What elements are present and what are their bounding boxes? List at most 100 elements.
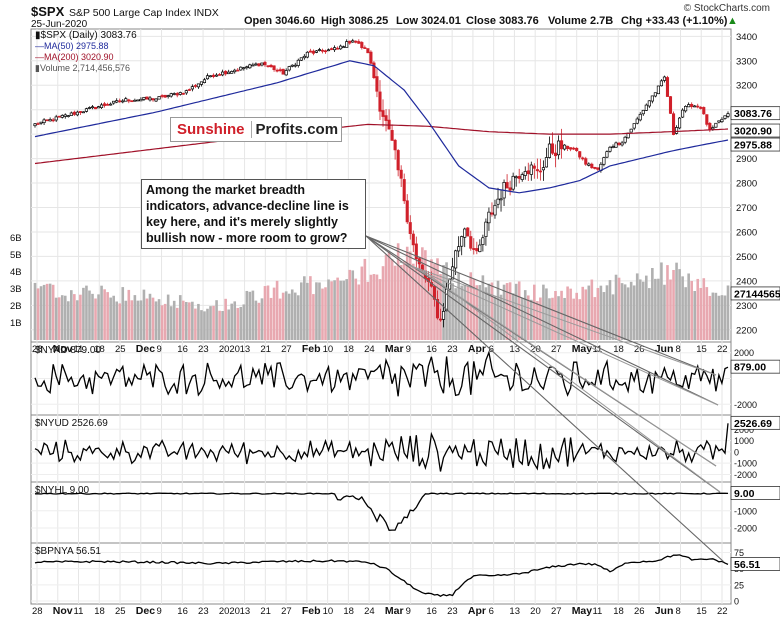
volume-bar	[418, 256, 421, 340]
candle-body	[378, 91, 382, 112]
volume-bar	[284, 291, 288, 340]
candle-body	[493, 204, 497, 216]
candle-body	[696, 105, 700, 108]
x-tick-label-top: 27	[281, 344, 292, 355]
y-tick-label: 2300	[736, 301, 757, 312]
volume-bar	[687, 273, 690, 340]
candle-body	[342, 46, 346, 49]
candle-body	[405, 200, 409, 223]
candle-body	[248, 64, 252, 69]
candle-body	[211, 74, 216, 77]
volume-bar	[663, 284, 666, 340]
candle-body	[629, 128, 633, 133]
indicator-tick-label: 0	[734, 447, 739, 457]
candle-body	[375, 76, 379, 92]
volume-bar	[209, 306, 212, 340]
candle-body	[602, 157, 606, 165]
x-tick-label-bottom: 27	[551, 606, 562, 617]
volume-bar	[593, 297, 597, 340]
candle-body	[723, 115, 727, 119]
volume-bar	[178, 295, 182, 340]
volume-bar	[151, 297, 155, 340]
volume-bar	[726, 285, 730, 340]
header-date: 25-Jun-2020	[31, 19, 88, 30]
x-tick-label-bottom: Apr	[468, 605, 486, 617]
candle-body	[605, 151, 609, 158]
volume-bar	[109, 297, 112, 340]
candle-body	[514, 176, 518, 179]
candle-body	[684, 106, 688, 112]
candle-body	[572, 147, 576, 150]
y-tick-label: 2600	[736, 227, 757, 238]
candle-body	[87, 107, 92, 109]
header-close: Close 3083.76	[466, 15, 539, 27]
candle-body	[360, 42, 364, 49]
volume-bar	[79, 294, 82, 340]
candle-body	[653, 92, 657, 97]
nyad-line	[34, 350, 729, 397]
candle-body	[535, 169, 539, 172]
volume-bar	[369, 274, 373, 340]
indicator-tick-label: 0	[734, 597, 739, 607]
candle-body	[432, 285, 437, 300]
y-tick-label: 2900	[736, 154, 757, 165]
badge-close-box	[730, 106, 780, 121]
volume-bar	[163, 303, 167, 340]
candle-body	[487, 211, 491, 224]
volume-bar	[466, 286, 470, 340]
indicator-tick-label: -2000	[734, 400, 757, 410]
candle-body	[181, 92, 185, 95]
candle-body	[560, 140, 564, 150]
volume-bar	[708, 295, 712, 340]
x-tick-label-bottom: 20	[530, 606, 541, 617]
x-tick-label-bottom: 23	[447, 606, 458, 617]
x-tick-label-bottom: 25	[115, 606, 126, 617]
volume-bar	[303, 276, 306, 340]
candle-body	[593, 166, 597, 169]
candle-body	[617, 142, 621, 145]
volume-bar	[605, 285, 609, 340]
indicator-tick-label: 25	[734, 580, 744, 590]
volume-bar	[648, 288, 651, 340]
header-low: Low 3024.01	[396, 15, 461, 27]
volume-bar	[115, 301, 119, 340]
volume-bar	[296, 295, 300, 340]
x-tick-label-top: Dec	[136, 343, 155, 355]
volume-bar	[669, 279, 672, 340]
candle-body	[278, 69, 282, 72]
volume-bar	[460, 285, 463, 340]
x-tick-label-bottom: 27	[281, 606, 292, 617]
nyud-badge: 2526.69	[730, 415, 780, 430]
volume-bar	[581, 286, 585, 340]
volume-bar	[272, 287, 276, 340]
candle-body	[705, 114, 709, 125]
nyhl-badge-text: 9.00	[734, 488, 755, 500]
candle-body	[490, 212, 494, 215]
candle-body	[520, 174, 524, 180]
x-tick-label-top: 9	[157, 344, 162, 355]
x-tick-label-top: 18	[613, 344, 624, 355]
candle-body	[302, 55, 306, 59]
volume-bar	[306, 282, 309, 340]
candle-body	[103, 103, 107, 106]
candle-body	[317, 49, 322, 51]
volume-bar	[266, 285, 270, 340]
candle-body	[451, 266, 455, 280]
header-source: © StockCharts.com	[684, 3, 770, 14]
candle-body	[351, 40, 355, 43]
candle-body	[345, 41, 349, 48]
volume-bar	[442, 265, 445, 340]
volume-bar	[548, 298, 551, 340]
candle-body	[469, 236, 473, 249]
volume-bar	[720, 295, 724, 340]
volume-bar	[635, 273, 639, 340]
volume-bar	[245, 290, 249, 340]
volume-bar	[188, 302, 191, 340]
volume-bar	[366, 281, 370, 340]
x-tick-label-bottom: 2020	[219, 606, 240, 617]
callout-pointer-fan	[407, 264, 719, 406]
candle-body	[54, 116, 58, 121]
candle-body	[463, 228, 467, 238]
candle-body	[145, 96, 149, 100]
x-tick-label-top: 13	[240, 344, 251, 355]
